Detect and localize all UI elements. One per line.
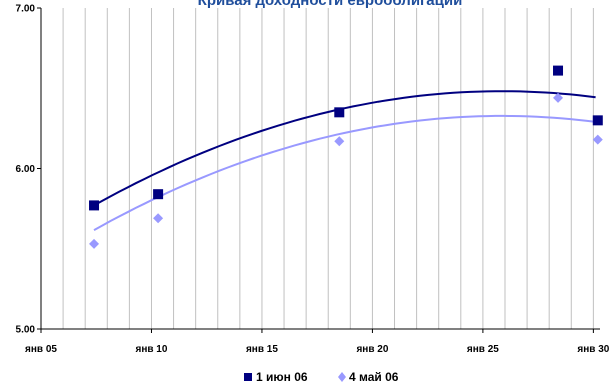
point-series-1 xyxy=(592,115,603,126)
x-tick-label: янв 25 xyxy=(467,344,499,355)
point-series-1 xyxy=(553,65,564,76)
legend-label-series-2: 4 май 06 xyxy=(349,370,399,384)
point-series-1 xyxy=(153,189,164,200)
legend-marker-series-1 xyxy=(244,373,252,381)
point-series-2 xyxy=(334,136,345,147)
chart-title: Кривая доходности еврооблигаций xyxy=(198,0,463,9)
point-series-2 xyxy=(89,238,100,249)
x-tick-label: янв 10 xyxy=(136,344,168,355)
y-tick-label: 5.00 xyxy=(16,325,36,336)
x-tick-label: янв 15 xyxy=(246,344,278,355)
trend-line-series-2 xyxy=(93,114,596,231)
legend: 1 июн 06 4 май 06 xyxy=(244,370,399,384)
point-series-2 xyxy=(592,134,603,145)
legend-marker-series-2 xyxy=(338,372,346,382)
trend-line-series-1 xyxy=(93,90,596,207)
point-series-2 xyxy=(153,213,164,224)
legend-label-series-1: 1 июн 06 xyxy=(256,370,308,384)
y-tick-label: 6.00 xyxy=(16,164,36,175)
data-points xyxy=(89,65,603,249)
chart-axes xyxy=(40,8,600,330)
tick-labels: 5.00 6.00 7.00 янв 05 янв 10 янв 15 янв 20 янв … xyxy=(16,4,610,356)
x-tick-label: янв 05 xyxy=(25,344,57,355)
vertical-grid xyxy=(62,8,594,329)
trend-lines xyxy=(93,90,596,231)
x-tick-label: янв 30 xyxy=(577,344,609,355)
point-series-2 xyxy=(553,92,564,103)
x-tick-label: янв 20 xyxy=(356,344,388,355)
y-tick-label: 7.00 xyxy=(16,4,36,15)
point-series-1 xyxy=(334,107,345,118)
point-series-1 xyxy=(89,200,100,211)
